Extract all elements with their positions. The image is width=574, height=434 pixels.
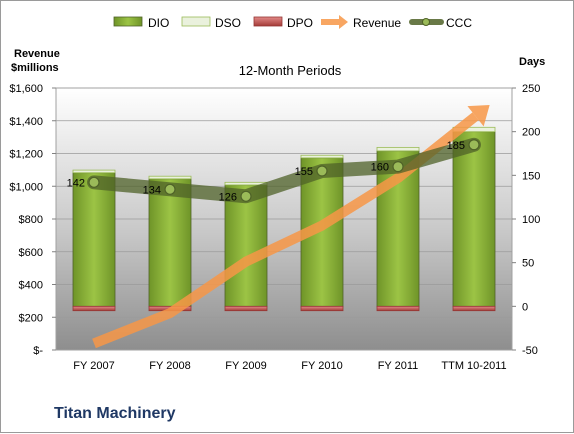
bar-dpo <box>224 305 268 312</box>
legend-label-dso: DSO <box>215 16 241 30</box>
legend-label-ccc: CCC <box>446 16 472 30</box>
legend-label-revenue: Revenue <box>353 16 401 30</box>
bar-dio <box>148 178 192 307</box>
legend: DIO DSO DPO Revenue CCC <box>113 15 472 30</box>
ccc-point <box>392 161 404 173</box>
ccc-line <box>87 137 481 204</box>
right-tick-label: 200 <box>522 127 540 139</box>
left-tick-label: $800 <box>19 214 43 226</box>
legend-swatch-dio <box>113 16 143 27</box>
right-tick-label: 50 <box>522 258 534 270</box>
ccc-point <box>88 176 100 188</box>
left-tick-label: $- <box>33 345 43 357</box>
revenue-arrowhead <box>467 105 490 127</box>
category-label: FY 2010 <box>301 360 342 372</box>
bar-dpo <box>300 305 344 312</box>
data-label: 142 <box>67 177 85 189</box>
category-label: FY 2007 <box>73 360 114 372</box>
data-label: 126 <box>219 191 237 203</box>
ccc-line-series <box>87 137 481 204</box>
ccc-point <box>468 139 480 151</box>
left-tick-label: $1,600 <box>9 83 43 95</box>
bar-dio <box>224 184 268 307</box>
right-tick-label: -50 <box>522 345 538 357</box>
data-label: 160 <box>371 162 389 174</box>
legend-marker-ccc <box>422 18 430 26</box>
ccc-point <box>164 183 176 195</box>
category-label: FY 2008 <box>149 360 190 372</box>
left-axis-title-line1: Revenue <box>14 48 60 60</box>
left-tick-label: $1,200 <box>9 149 43 161</box>
bar-dpo <box>72 305 116 312</box>
left-tick-label: $400 <box>19 280 43 292</box>
data-labels: 142 134 126 155 160 185 <box>67 140 465 204</box>
category-label: FY 2009 <box>225 360 266 372</box>
legend-label-dio: DIO <box>148 16 169 30</box>
bar-dpo <box>452 305 496 312</box>
chart-title: 12-Month Periods <box>239 63 342 78</box>
company-name: Titan Machinery <box>54 405 176 422</box>
legend-swatch-dso <box>181 16 211 27</box>
right-tick-label: 100 <box>522 214 540 226</box>
ccc-point <box>240 190 252 202</box>
left-axis-ticks: $- $200 $400 $600 $800 $1,000 $1,200 $1,400 $1,6… <box>9 83 56 357</box>
right-tick-label: 0 <box>522 301 528 313</box>
category-label: FY 2011 <box>378 360 419 372</box>
right-axis-ticks: -50 0 50 100 150 200 250 <box>512 83 540 357</box>
category-label: TTM 10-2011 <box>441 360 506 372</box>
bar-dpo <box>376 305 420 312</box>
category-labels: FY 2007 FY 2008 FY 2009 FY 2010 FY 2011 TTM 1… <box>73 360 506 372</box>
bar-dso <box>376 146 420 152</box>
bar-dio <box>72 172 116 307</box>
right-tick-label: 250 <box>522 83 540 95</box>
legend-swatch-dpo <box>253 16 283 27</box>
left-axis-title-line2: $millions <box>11 62 59 74</box>
right-tick-label: 150 <box>522 170 540 182</box>
left-tick-label: $1,000 <box>9 181 43 193</box>
right-axis-title: Days <box>519 56 545 68</box>
bar-dso <box>300 154 344 159</box>
left-tick-label: $600 <box>19 247 43 259</box>
bar-dso <box>72 169 116 174</box>
left-tick-label: $1,400 <box>9 116 43 128</box>
left-tick-label: $200 <box>19 312 43 324</box>
bar-dio <box>452 131 496 307</box>
ccc-point <box>316 165 328 177</box>
data-label: 134 <box>143 184 161 196</box>
data-label: 185 <box>447 140 465 152</box>
legend-label-dpo: DPO <box>287 16 313 30</box>
bar-dso <box>148 175 192 180</box>
data-label: 155 <box>295 166 313 178</box>
legend-swatch-revenue <box>321 15 348 29</box>
